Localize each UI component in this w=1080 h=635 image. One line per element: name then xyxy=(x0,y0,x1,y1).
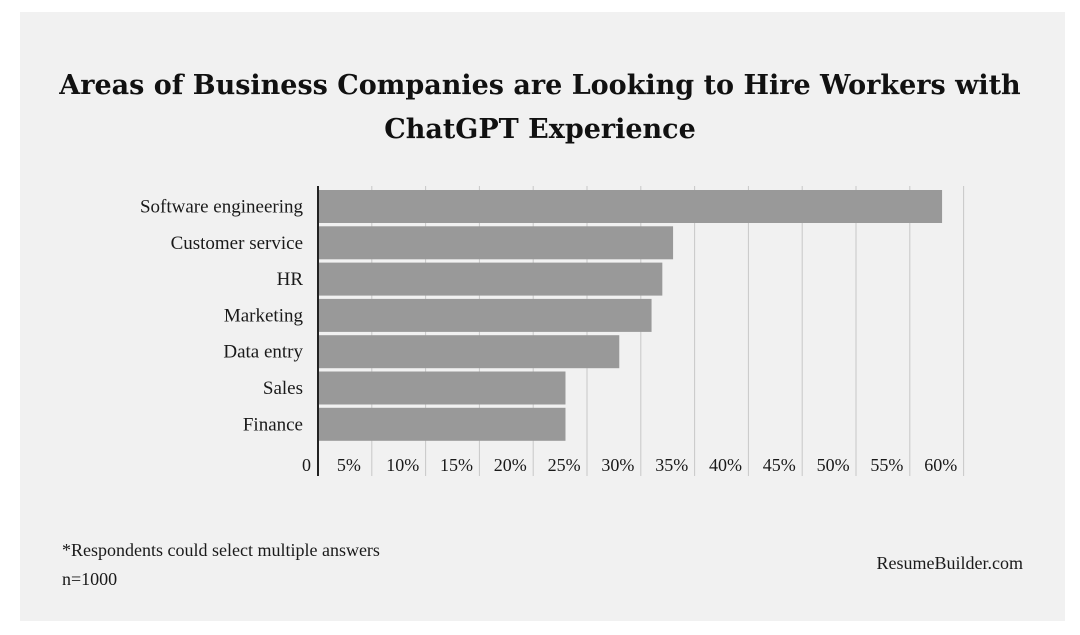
x-tick-label: 10% xyxy=(386,455,419,475)
x-tick-label: 20% xyxy=(494,455,527,475)
bar-sales xyxy=(318,371,566,405)
x-tick-labels: 0 5% 10% 15% 20% 25% 30% 35% 40% 45% 50% 55% 60% xyxy=(302,455,957,475)
bar-data-entry xyxy=(318,335,620,369)
category-label: Finance xyxy=(243,414,303,435)
x-tick-label: 60% xyxy=(924,455,957,475)
source-credit: ResumeBuilder.com xyxy=(876,553,1023,573)
category-label: Data entry xyxy=(223,342,303,363)
footnote-multiple-answers: *Respondents could select multiple answe… xyxy=(62,540,380,560)
chart-title: Areas of Business Companies are Looking … xyxy=(59,70,1021,145)
x-tick-label: 30% xyxy=(601,455,634,475)
x-tick-label: 25% xyxy=(548,455,581,475)
x-tick-label: 15% xyxy=(440,455,473,475)
category-label: Marketing xyxy=(224,305,304,326)
x-tick-label: 55% xyxy=(870,455,903,475)
bar-hr xyxy=(318,262,663,296)
x-tick-label: 40% xyxy=(709,455,742,475)
x-tick-label: 50% xyxy=(817,455,850,475)
bar-software-engineering xyxy=(318,190,943,223)
footnote-sample-size: n=1000 xyxy=(62,569,118,589)
x-tick-label: 0 xyxy=(302,455,311,475)
category-labels: Software engineering Customer service HR Ma… xyxy=(140,197,304,436)
category-label: Customer service xyxy=(171,233,303,254)
bars xyxy=(318,190,943,441)
bar-finance xyxy=(318,407,566,441)
x-tick-label: 35% xyxy=(655,455,688,475)
bar-customer-service xyxy=(318,226,674,260)
x-tick-label: 5% xyxy=(337,455,361,475)
category-label: Sales xyxy=(263,378,303,399)
category-label: Software engineering xyxy=(140,197,304,218)
category-label: HR xyxy=(277,269,304,290)
bar-marketing xyxy=(318,298,652,332)
x-tick-label: 45% xyxy=(763,455,796,475)
